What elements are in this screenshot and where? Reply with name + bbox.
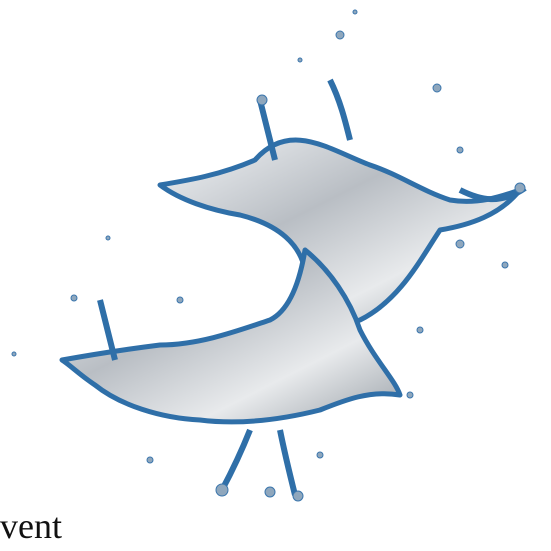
droplet (176, 296, 184, 304)
droplet (514, 182, 526, 194)
droplet (105, 235, 111, 241)
droplet (406, 391, 414, 399)
droplet (215, 483, 229, 497)
droplet (335, 30, 345, 40)
droplet (264, 486, 276, 498)
droplet (501, 261, 509, 269)
droplet (70, 294, 78, 302)
splash-upper (157, 137, 523, 325)
droplet (146, 456, 154, 464)
droplet (292, 490, 304, 502)
splash-arm (97, 78, 527, 496)
droplet (455, 239, 465, 249)
droplets (11, 9, 526, 502)
droplet (316, 451, 324, 459)
droplet (256, 94, 268, 106)
droplet (297, 57, 303, 63)
splash-body (59, 78, 527, 496)
caption-text: vent (0, 506, 62, 546)
droplet (352, 9, 358, 15)
droplet (456, 146, 464, 154)
droplet (416, 326, 424, 334)
droplet (432, 83, 442, 93)
splash-lower (59, 247, 403, 425)
droplet (11, 351, 17, 357)
